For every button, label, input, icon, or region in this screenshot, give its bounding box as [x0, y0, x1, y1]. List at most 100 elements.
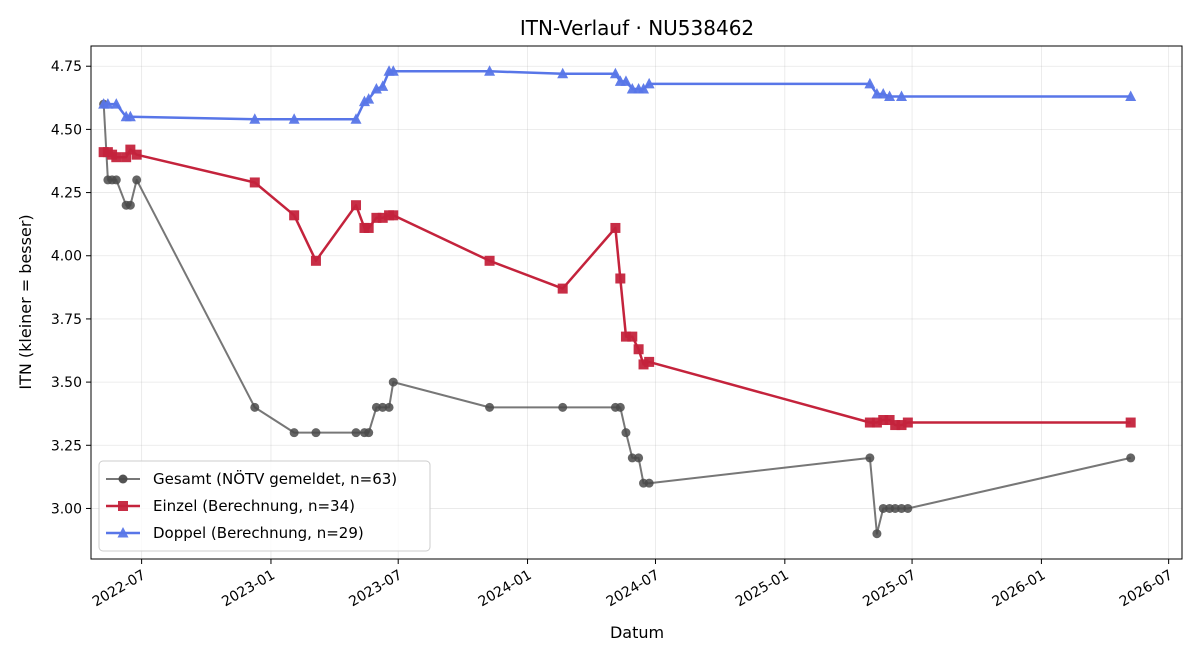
data-point-doppel — [643, 77, 655, 89]
grid — [91, 46, 1182, 559]
y-tick-label: 4.25 — [51, 186, 82, 202]
data-point-einzel — [878, 415, 889, 426]
data-point-doppel — [864, 77, 876, 89]
data-point-doppel — [884, 90, 896, 102]
data-point-einzel — [377, 212, 388, 223]
legend-item-doppel: Doppel (Berechnung, n=29) — [106, 524, 364, 542]
data-point-einzel — [864, 417, 875, 428]
data-point-einzel — [902, 417, 913, 428]
y-tick-label: 3.25 — [51, 438, 82, 454]
data-point-einzel — [131, 149, 142, 160]
y-tick-label: 4.75 — [51, 59, 82, 75]
legend-item-gesamt: Gesamt (NÖTV gemeldet, n=63) — [106, 469, 397, 488]
data-point-doppel — [609, 67, 621, 79]
data-point-einzel — [484, 255, 495, 266]
data-point-doppel — [877, 88, 889, 99]
data-point-einzel — [638, 359, 649, 370]
series-layer — [98, 65, 1137, 539]
data-point-doppel — [620, 75, 632, 86]
plot-frame — [90, 45, 1183, 560]
data-point-einzel — [620, 331, 631, 342]
data-point-einzel — [289, 210, 300, 221]
data-point-gesamt — [865, 453, 875, 463]
data-point-gesamt — [388, 377, 398, 387]
data-point-gesamt — [250, 402, 260, 412]
data-point-einzel — [890, 420, 901, 431]
data-point-gesamt — [384, 402, 394, 412]
data-point-einzel — [557, 283, 568, 294]
y-tick-label: 3.50 — [51, 375, 82, 391]
y-tick-label: 3.00 — [51, 501, 82, 517]
data-point-doppel — [288, 113, 300, 124]
data-point-gesamt — [644, 478, 654, 488]
data-point-doppel — [377, 80, 389, 91]
legend-marker — [117, 527, 129, 538]
data-point-gesamt — [485, 402, 495, 412]
data-point-einzel — [884, 415, 895, 426]
data-point-doppel — [102, 98, 114, 109]
x-axis-label: Datum — [610, 623, 664, 642]
y-axis-label: ITN (kleiner = besser) — [16, 214, 35, 389]
data-point-einzel — [249, 177, 260, 188]
data-point-gesamt — [903, 503, 913, 513]
data-point-einzel — [1125, 417, 1136, 428]
data-point-gesamt — [1126, 453, 1136, 463]
data-point-gesamt — [371, 402, 381, 412]
data-point-gesamt — [289, 428, 299, 438]
legend-item-einzel: Einzel (Berechnung, n=34) — [106, 497, 355, 515]
data-point-doppel — [896, 90, 908, 102]
data-point-einzel — [111, 152, 122, 163]
data-point-einzel — [644, 356, 655, 367]
data-point-gesamt — [897, 503, 907, 513]
data-point-einzel — [615, 273, 626, 284]
data-point-doppel — [387, 65, 399, 76]
legend-label: Gesamt (NÖTV gemeldet, n=63) — [153, 469, 397, 488]
data-point-gesamt — [872, 529, 882, 539]
legend-box — [98, 460, 431, 552]
series-line-gesamt — [102, 104, 1131, 535]
data-point-einzel — [351, 200, 362, 211]
data-point-gesamt — [378, 402, 388, 412]
data-point-einzel — [121, 152, 132, 163]
data-point-gesamt — [621, 428, 631, 438]
data-point-gesamt — [351, 428, 361, 438]
data-point-doppel — [557, 67, 569, 79]
data-point-einzel — [363, 222, 374, 233]
data-point-gesamt — [132, 175, 142, 185]
data-point-einzel — [125, 144, 136, 155]
data-point-gesamt — [364, 428, 374, 438]
data-point-gesamt — [615, 402, 625, 412]
data-point-gesamt — [111, 175, 121, 185]
y-tick-label: 4.00 — [51, 249, 82, 265]
data-point-einzel — [896, 420, 907, 431]
data-point-einzel — [610, 222, 621, 233]
data-point-gesamt — [627, 453, 637, 463]
data-point-gesamt — [125, 200, 135, 210]
legend-marker — [118, 474, 128, 484]
data-point-einzel — [371, 212, 382, 223]
series-doppel — [98, 65, 1137, 124]
data-point-gesamt — [890, 503, 900, 513]
legend-label: Doppel (Berechnung, n=29) — [153, 524, 364, 542]
chart-title: ITN-Verlauf · NU538462 — [520, 16, 754, 40]
data-point-doppel — [363, 93, 375, 104]
data-point-doppel — [249, 113, 261, 124]
data-point-einzel — [627, 331, 638, 342]
data-point-doppel — [1125, 90, 1137, 102]
y-tick-label: 4.50 — [51, 122, 82, 138]
legend: Gesamt (NÖTV gemeldet, n=63) Einzel (Bere… — [98, 460, 431, 552]
data-point-einzel — [388, 210, 399, 221]
data-point-gesamt — [311, 428, 321, 438]
data-point-gesamt — [878, 503, 888, 513]
y-tick-label: 3.75 — [51, 312, 82, 328]
data-point-einzel — [871, 417, 882, 428]
data-point-einzel — [633, 344, 644, 355]
data-point-gesamt — [634, 453, 644, 463]
data-point-doppel — [484, 65, 496, 76]
series-einzel — [98, 144, 1136, 431]
data-point-doppel — [110, 98, 122, 109]
data-point-doppel — [124, 110, 136, 122]
